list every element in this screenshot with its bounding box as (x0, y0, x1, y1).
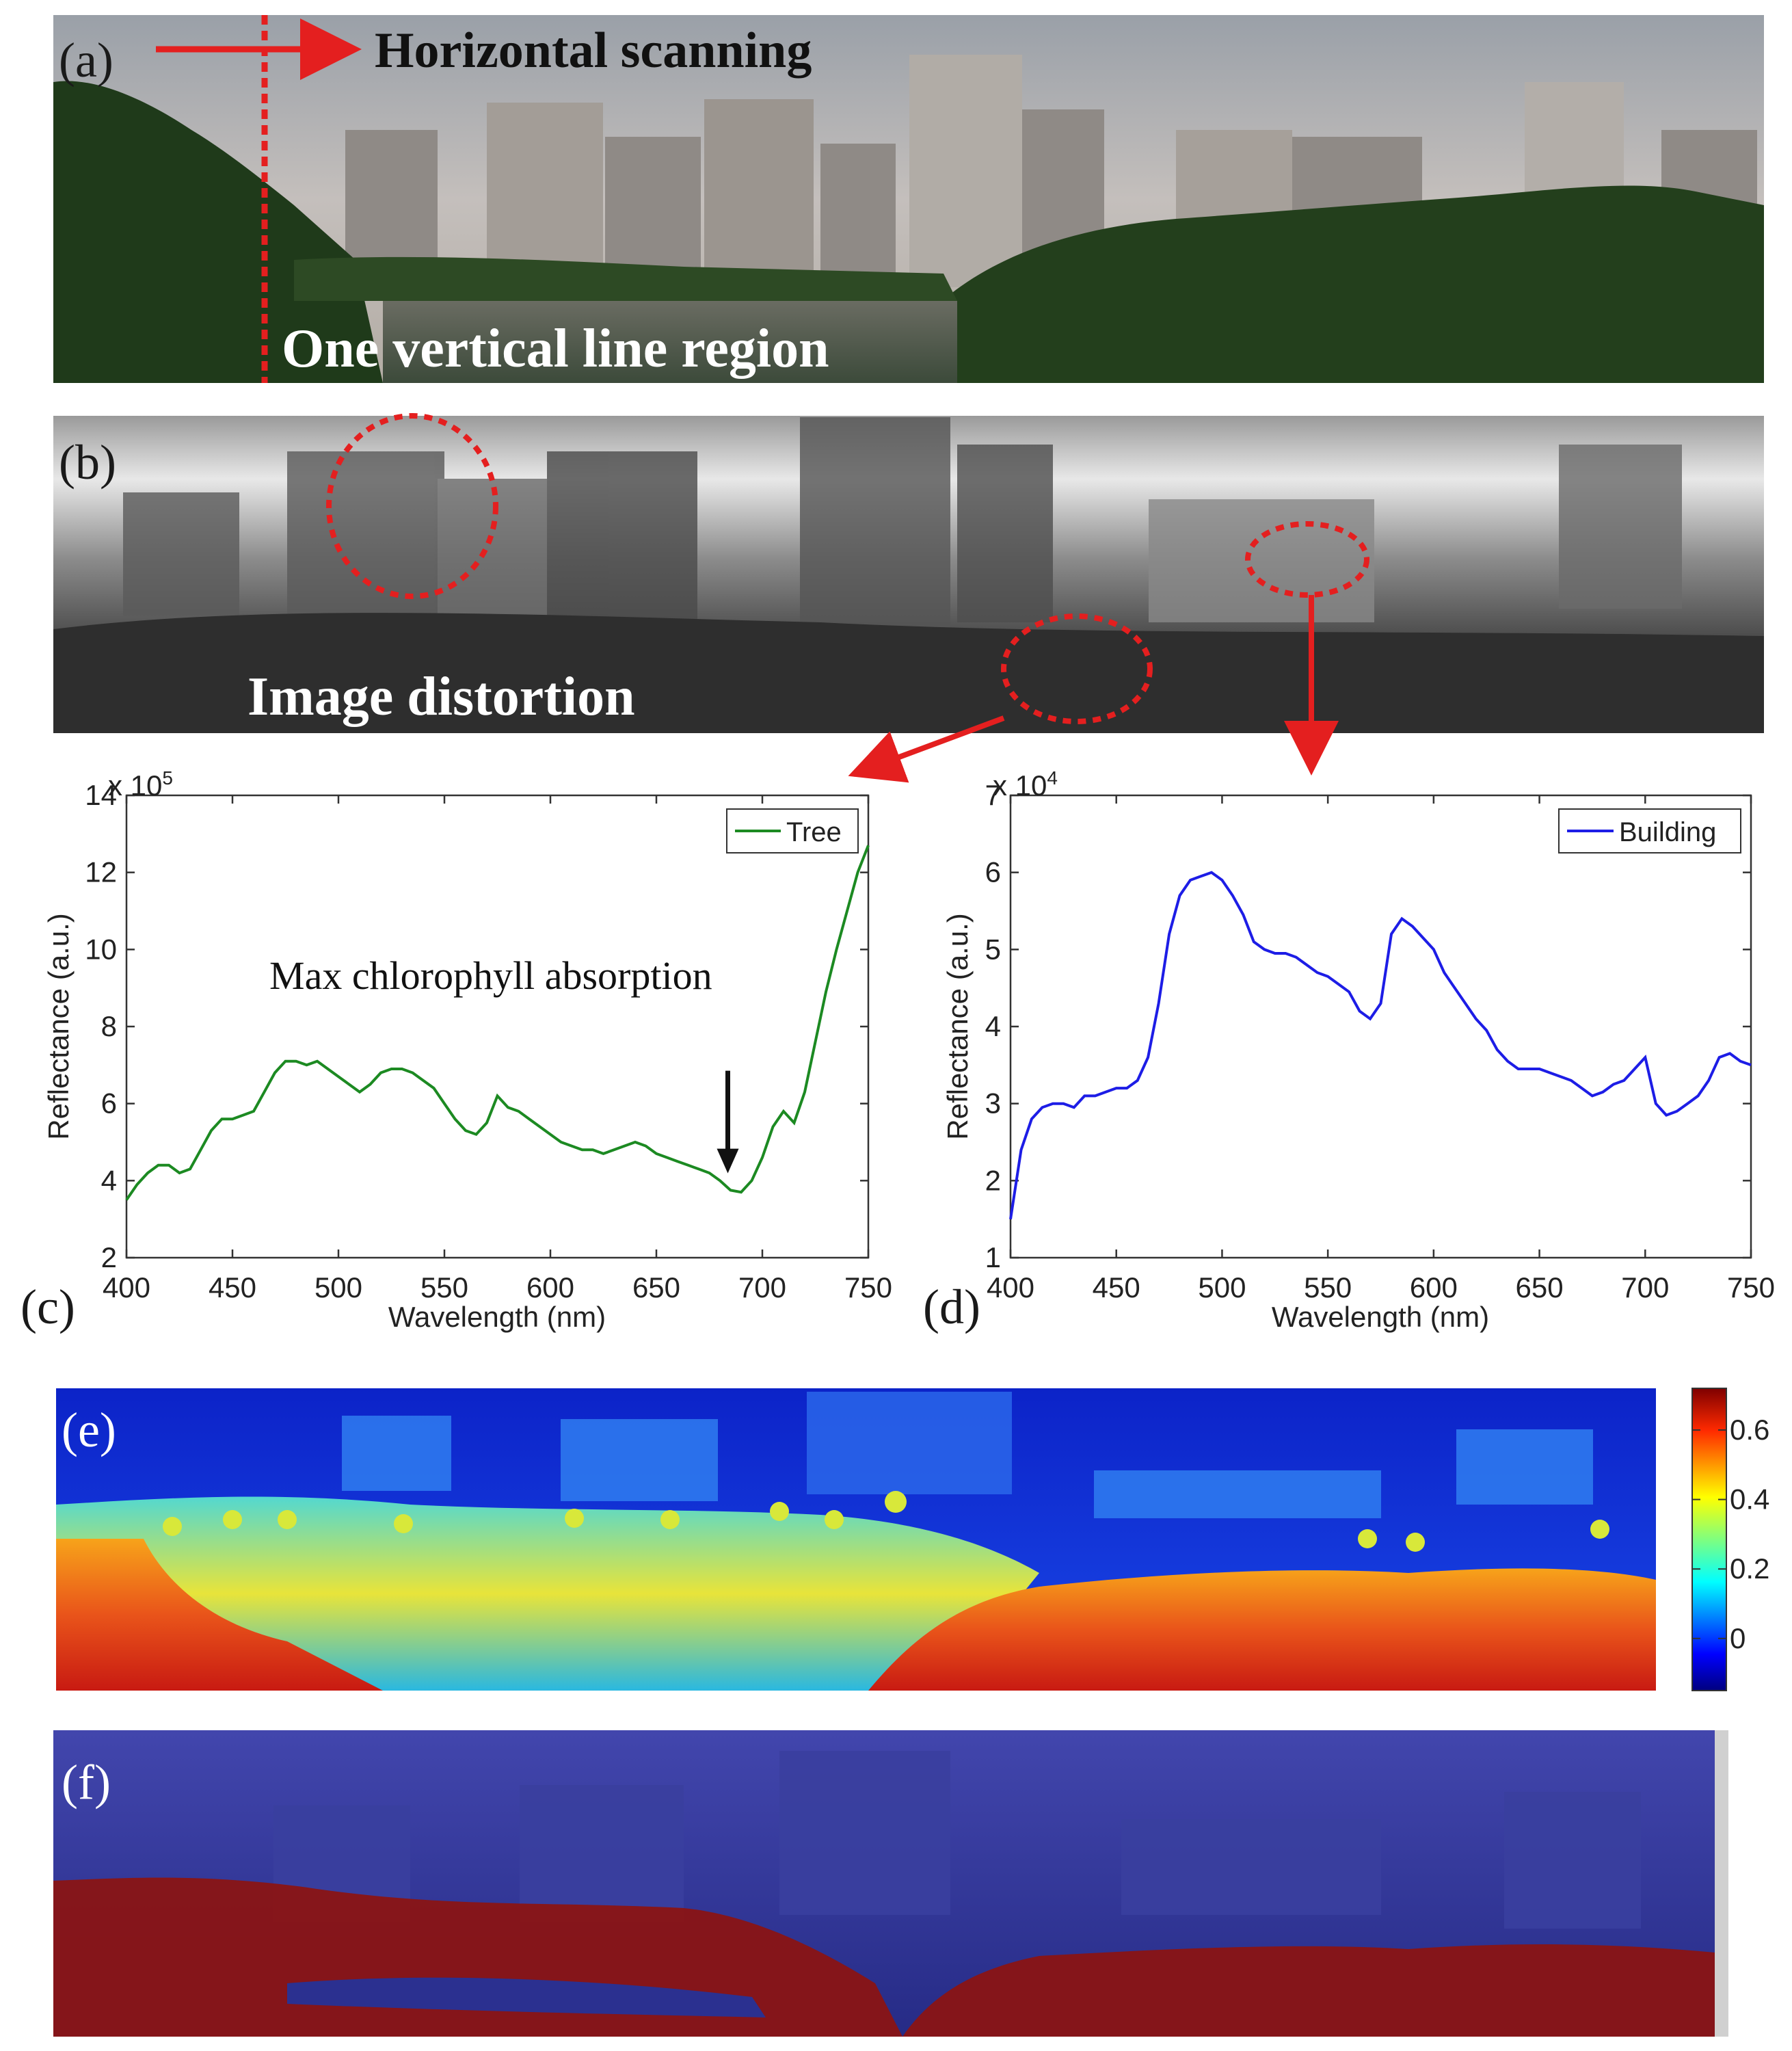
panel-e-label: (e) (62, 1403, 116, 1457)
c-xtick-label: 600 (526, 1271, 574, 1304)
colorbar: 0 0.2 0.4 0.6 (1691, 1388, 1769, 1691)
d-xtick-label: 400 (987, 1271, 1034, 1304)
chart-c-plot-area (125, 794, 870, 1259)
tree-legend-label: Tree (786, 817, 842, 847)
chart-c-ylabel: Reflectance (a.u.) (42, 913, 75, 1140)
chlorophyll-arrow-head (717, 1148, 739, 1174)
colorbar-tick-label: 0.6 (1730, 1414, 1769, 1446)
c-xtick-label: 550 (420, 1271, 468, 1304)
building-legend-label: Building (1619, 817, 1716, 847)
c-ytick-label: 14 (85, 779, 117, 811)
tree-series-line (125, 845, 870, 1201)
chart-d-xticks: 400 450 500 550 600 650 700 750 (987, 795, 1775, 1304)
tree-pointer-arrow (848, 715, 1005, 783)
distortion-ellipse (326, 413, 498, 599)
d-xtick-label: 550 (1304, 1271, 1352, 1304)
panel-a-photo (53, 15, 1764, 383)
panel-a-label: (a) (59, 33, 113, 88)
c-ytick-label: 12 (85, 856, 117, 888)
c-xtick-label: 500 (315, 1271, 362, 1304)
c-ytick-label: 6 (101, 1087, 117, 1120)
chart-d-legend: Building (1558, 808, 1741, 854)
colorbar-gradient (1691, 1388, 1727, 1691)
d-xtick-label: 700 (1621, 1271, 1669, 1304)
c-ytick-label: 10 (85, 933, 117, 965)
building-series-line (1009, 871, 1752, 1220)
chart-d-xlabel: Wavelength (nm) (1272, 1301, 1489, 1333)
c-xtick-label: 750 (844, 1271, 892, 1304)
building-sample-ellipse (1245, 521, 1369, 598)
colorbar-ticks: 0 0.2 0.4 0.6 (1692, 1414, 1769, 1654)
d-ytick-label: 2 (985, 1164, 1001, 1196)
tree-sample-ellipse (1001, 613, 1153, 724)
c-ytick-label: 4 (101, 1164, 117, 1196)
chart-c-xlabel: Wavelength (nm) (388, 1301, 606, 1333)
d-ytick-label: 7 (985, 779, 1001, 811)
c-ytick-label: 2 (101, 1241, 117, 1273)
panel-f-overlay (53, 1730, 1728, 2037)
panel-b-image (53, 416, 1764, 733)
panel-c-label: (c) (21, 1280, 75, 1334)
d-xtick-label: 750 (1727, 1271, 1775, 1304)
c-ytick-label: 8 (101, 1010, 117, 1042)
chart-d-ylabel: Reflectance (a.u.) (941, 913, 974, 1140)
building-spectrum-chart: 400 450 500 550 600 650 700 750 1 2 3 4 5 6 7 x 104 W… (941, 767, 1775, 1333)
d-ytick-label: 5 (985, 933, 1001, 965)
vertical-line-text: One vertical line region (282, 319, 829, 379)
c-xtick-label: 650 (632, 1271, 680, 1304)
panel-b-label: (b) (59, 435, 116, 490)
c-xtick-label: 400 (103, 1271, 150, 1304)
chart-c-yticks: 2 4 6 8 10 12 14 (85, 779, 868, 1273)
distortion-markers (326, 413, 1369, 724)
chart-d-yticks: 1 2 3 4 5 6 7 (985, 779, 1751, 1273)
d-ytick-label: 6 (985, 856, 1001, 888)
colorbar-tick-label: 0.2 (1730, 1552, 1769, 1585)
chart-d-plot-area (1009, 794, 1752, 1259)
c-xtick-label: 450 (209, 1271, 256, 1304)
chart-c-exponent: x 105 (108, 767, 173, 802)
image-distortion-text: Image distortion (248, 667, 635, 727)
chlorophyll-annotation: Max chlorophyll absorption (269, 953, 712, 998)
d-xtick-label: 500 (1198, 1271, 1246, 1304)
chart-c-legend: Tree (726, 808, 859, 854)
c-xtick-label: 700 (738, 1271, 786, 1304)
d-ytick-label: 4 (985, 1010, 1001, 1042)
tree-spectrum-chart: 400 450 500 550 600 650 700 750 2 4 6 8 10 12 14 x 10… (42, 767, 892, 1333)
panel-f-label: (f) (62, 1755, 111, 1810)
chart-d-exponent: x 104 (993, 767, 1058, 802)
chart-c-xticks: 400 450 500 550 600 650 700 750 (103, 795, 892, 1304)
d-ytick-label: 1 (985, 1241, 1001, 1273)
colorbar-tick-label: 0.4 (1730, 1483, 1769, 1516)
horizontal-scanning-text: Horizontal scanning (375, 23, 812, 79)
panel-e-heatmap (56, 1388, 1656, 1691)
d-xtick-label: 450 (1093, 1271, 1140, 1304)
d-xtick-label: 600 (1410, 1271, 1458, 1304)
panel-d-label: (d) (923, 1280, 980, 1334)
d-ytick-label: 3 (985, 1087, 1001, 1120)
colorbar-tick-label: 0 (1730, 1622, 1746, 1654)
d-xtick-label: 650 (1516, 1271, 1564, 1304)
